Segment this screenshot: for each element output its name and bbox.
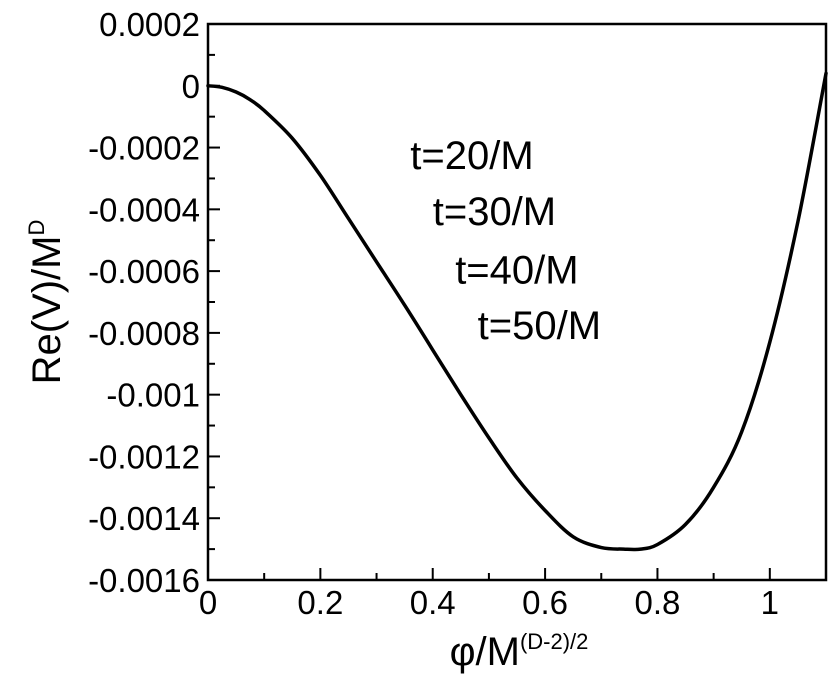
x-axis-title-superscript: (D-2)/2 bbox=[520, 629, 588, 654]
x-tick-label: 0.2 bbox=[297, 584, 343, 621]
annotation-layer: t=20/M t=30/M t=40/M t=50/M bbox=[410, 134, 601, 348]
y-tick-label: -0.0012 bbox=[88, 438, 200, 475]
y-axis-title-base: Re(V)/M bbox=[25, 236, 69, 385]
y-tick-label: -0.0002 bbox=[88, 130, 200, 167]
x-tick-label: 0 bbox=[199, 584, 217, 621]
time-annotation-label: t=50/M bbox=[478, 304, 601, 348]
y-tick-label: 0 bbox=[182, 68, 200, 105]
x-axis-title-base: φ/M bbox=[450, 630, 520, 674]
series-layer bbox=[206, 71, 828, 552]
y-tick-label: -0.0008 bbox=[88, 315, 200, 352]
y-axis-title: Re(V)/MD bbox=[24, 220, 69, 385]
x-tick-label: 1 bbox=[761, 584, 779, 621]
time-annotation-label: t=40/M bbox=[455, 248, 578, 292]
y-tick-label: -0.001 bbox=[106, 377, 200, 414]
x-tick-label: 0.8 bbox=[635, 584, 681, 621]
x-tick-label: 0.4 bbox=[410, 584, 456, 621]
plot-frame bbox=[206, 22, 828, 582]
y-axis-title-superscript: D bbox=[24, 220, 49, 236]
potential-curve bbox=[206, 71, 828, 552]
y-tick-label: -0.0004 bbox=[88, 191, 200, 228]
y-tick-label: 0.0002 bbox=[99, 6, 200, 43]
y-tick-label: -0.0014 bbox=[88, 500, 200, 537]
y-tick-label: -0.0006 bbox=[88, 253, 200, 290]
x-axis-title: φ/M(D-2)/2 bbox=[450, 629, 589, 674]
y-tick-label: -0.0016 bbox=[88, 562, 200, 599]
time-annotation-label: t=20/M bbox=[410, 134, 533, 178]
time-annotation-label: t=30/M bbox=[433, 190, 556, 234]
x-tick-label: 0.6 bbox=[522, 584, 568, 621]
plot-axes: 0 0.2 0.4 0.6 0.8 1 0.0002 0 -0.0002 -0.0004 -0.00… bbox=[88, 6, 828, 621]
